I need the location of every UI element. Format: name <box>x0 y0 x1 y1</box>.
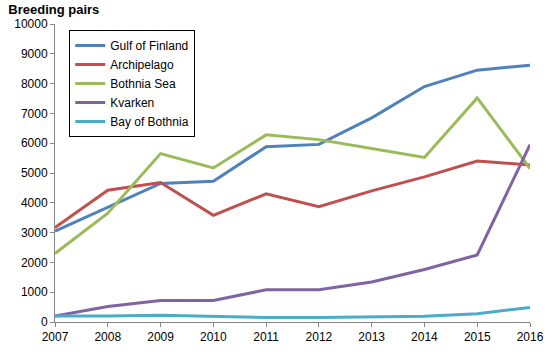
svg-text:3000: 3000 <box>21 226 48 240</box>
svg-text:2008: 2008 <box>94 330 121 344</box>
svg-text:Breeding pairs: Breeding pairs <box>8 2 99 17</box>
svg-text:2016: 2016 <box>517 330 544 344</box>
svg-text:2011: 2011 <box>253 330 279 344</box>
svg-text:9000: 9000 <box>21 47 48 61</box>
svg-text:8000: 8000 <box>21 77 48 91</box>
svg-text:1000: 1000 <box>21 285 48 299</box>
svg-text:2000: 2000 <box>21 256 48 270</box>
svg-text:5000: 5000 <box>21 166 48 180</box>
svg-text:0: 0 <box>41 315 48 329</box>
svg-text:Archipelago: Archipelago <box>110 58 174 72</box>
svg-text:Gulf of Finland: Gulf of Finland <box>110 39 188 53</box>
svg-text:Bothnia Sea: Bothnia Sea <box>110 77 176 91</box>
svg-text:2013: 2013 <box>358 330 385 344</box>
svg-text:2015: 2015 <box>464 330 491 344</box>
svg-text:6000: 6000 <box>21 136 48 150</box>
svg-text:2014: 2014 <box>411 330 438 344</box>
svg-text:2010: 2010 <box>200 330 227 344</box>
svg-text:7000: 7000 <box>21 107 48 121</box>
svg-text:2012: 2012 <box>306 330 333 344</box>
svg-text:4000: 4000 <box>21 196 48 210</box>
svg-text:Kvarken: Kvarken <box>110 96 154 110</box>
svg-text:Bay of Bothnia: Bay of Bothnia <box>110 115 188 129</box>
svg-text:10000: 10000 <box>14 17 48 31</box>
svg-text:2007: 2007 <box>42 330 69 344</box>
svg-text:2009: 2009 <box>147 330 174 344</box>
